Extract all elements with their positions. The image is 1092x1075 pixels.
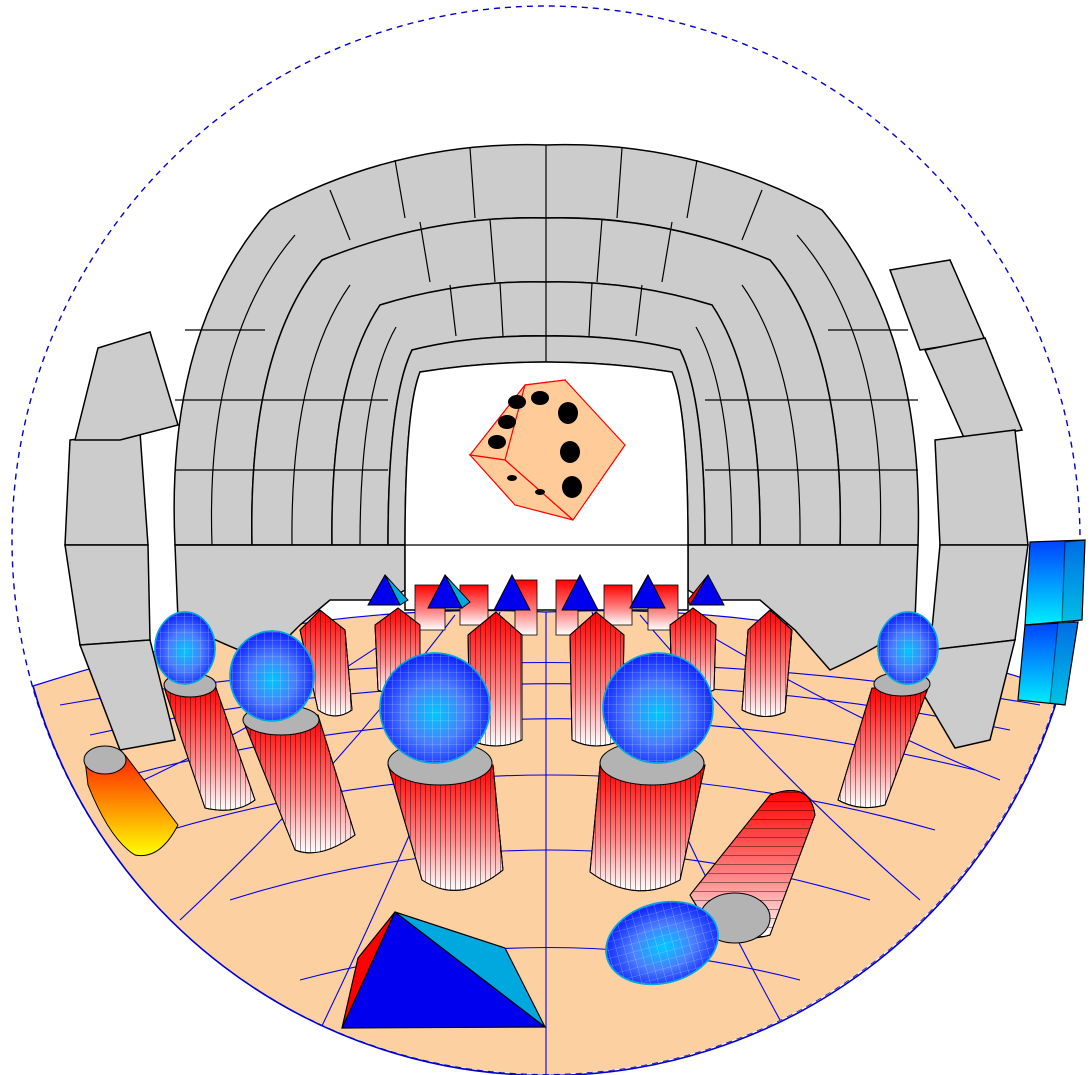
cylinder-front-center-left <box>387 740 504 891</box>
blue-cones <box>367 573 725 611</box>
cyan-boxes <box>1017 539 1086 706</box>
sphere-2 <box>229 630 315 722</box>
floor-rim <box>32 685 1061 1075</box>
sphere-3 <box>379 652 491 764</box>
sphere-5 <box>877 611 939 685</box>
die <box>468 379 626 521</box>
sphere-6 <box>605 900 719 986</box>
front-cylinders <box>163 671 931 944</box>
spheres <box>154 611 939 986</box>
cylinder-mid-1 <box>299 609 353 717</box>
sphere-4 <box>602 652 714 764</box>
cylinder-mid-6 <box>741 609 793 717</box>
pyramid <box>341 911 547 1029</box>
cylinder-front-left-2 <box>242 704 356 854</box>
sphere-1 <box>154 611 216 685</box>
die-pips <box>488 391 582 498</box>
orange-cone <box>83 745 179 857</box>
